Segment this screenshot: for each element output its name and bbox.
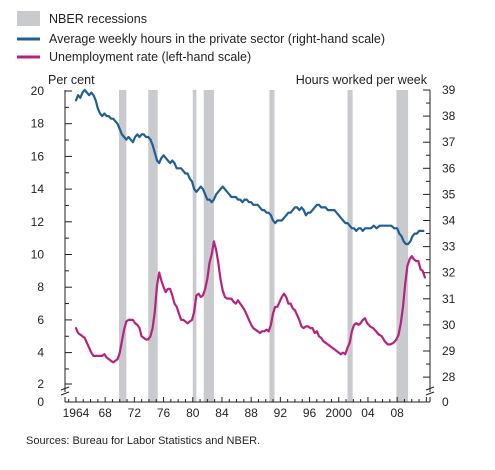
left-tick-label: 2 [37,377,44,391]
right-tick-label: 36 [442,161,456,175]
recession-band [148,90,158,402]
left-tick-label: 10 [31,248,45,262]
legend-hours-label: Average weekly hours in the private sect… [49,32,385,46]
recession-band [203,90,214,402]
right-tick-label: 39 [442,83,456,97]
left-tick-label: 4 [37,346,44,360]
x-tick-label: 72 [128,406,142,420]
right-tick-label: 29 [442,344,456,358]
left-axis-break [60,386,70,396]
recession-shading [119,90,409,402]
x-tick-label: 1964 [63,406,90,420]
plot-frame [60,90,435,403]
recession-band [396,90,409,402]
right-zero-label: 0 [442,395,449,409]
series-lines [74,88,426,364]
right-tick-label: 31 [442,292,456,306]
right-axis-title: Hours worked per week [296,73,428,87]
right-axis-break [425,386,435,396]
left-tick-label: 12 [31,215,45,229]
left-tick-label: 20 [31,84,45,98]
left-tick-label: 16 [31,149,45,163]
x-tick-label: 68 [98,406,112,420]
x-tick-label: 08 [390,406,404,420]
right-tick-label: 38 [442,109,456,123]
right-axis: 39 38 37 36 35 34 33 32 31 30 29 28 0 [423,83,456,409]
recession-band [119,90,127,402]
x-tick-label: 88 [244,406,258,420]
right-tick-label: 34 [442,214,456,228]
left-zero-label: 0 [37,395,44,409]
right-tick-label: 37 [442,135,456,149]
source-note: Sources: Bureau for Labor Statistics and… [26,435,260,447]
hours-line [74,88,425,246]
right-tick-label: 35 [442,187,456,201]
x-tick-label: 96 [303,406,317,420]
x-tick-label: 84 [215,406,229,420]
legend: NBER recessions Average weekly hours in … [17,11,385,64]
left-tick-label: 18 [31,117,45,131]
recession-band [192,90,197,402]
recession-band [347,90,353,402]
x-tick-label: 2000 [325,406,352,420]
left-tick-label: 14 [31,182,45,196]
x-tick-label: 76 [157,406,171,420]
legend-recession-label: NBER recessions [49,12,147,26]
left-tick-label: 8 [37,280,44,294]
recession-band [269,90,275,402]
left-axis-title: Per cent [48,73,95,87]
right-tick-label: 30 [442,318,456,332]
right-tick-label: 28 [442,370,456,384]
left-tick-label: 6 [37,313,44,327]
x-tick-label: 92 [274,406,288,420]
legend-unemp-label: Unemployment rate (left-hand scale) [49,50,251,64]
x-tick-label: 04 [361,406,375,420]
unemployment-line [74,240,426,364]
x-axis: 1964 68 72 76 80 84 88 92 96 2000 04 08 [63,397,427,420]
legend-recession-swatch [17,11,40,26]
right-tick-label: 32 [442,266,456,280]
x-tick-label: 80 [186,406,200,420]
right-tick-label: 33 [442,240,456,254]
